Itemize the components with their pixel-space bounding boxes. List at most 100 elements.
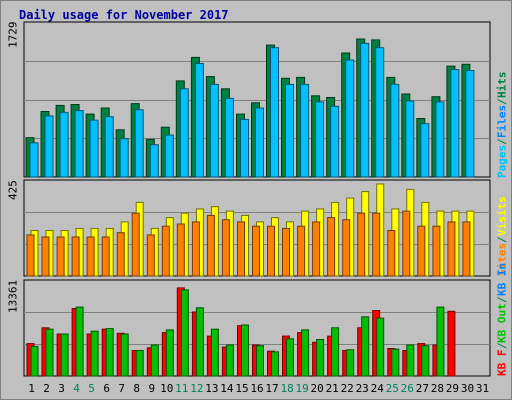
bar-sites-day-12 xyxy=(191,221,200,277)
panel-1-legend: Pages / Files / Hits xyxy=(492,22,512,178)
x-tick-label: 17 xyxy=(265,382,278,395)
bar-pages-day-23 xyxy=(360,42,370,178)
bar-kb-out-day-7 xyxy=(120,333,129,377)
bar-sites-day-13 xyxy=(206,214,215,277)
bar-kb-out-day-4 xyxy=(75,306,84,377)
bar-kb-out-day-15 xyxy=(241,324,249,377)
bar-sites-day-27 xyxy=(417,225,426,277)
bar-kb-out-day-9 xyxy=(150,344,159,377)
bar-pages-day-17 xyxy=(270,47,279,178)
bar-pages-day-15 xyxy=(240,118,249,178)
bar-sites-day-25 xyxy=(387,230,396,277)
x-tick-label: 20 xyxy=(310,382,323,395)
bar-pages-day-9 xyxy=(149,144,159,178)
bar-kb-out-day-10 xyxy=(165,329,174,377)
bar-kb-out-day-24 xyxy=(376,317,385,377)
bar-sites-day-24 xyxy=(372,212,381,277)
legend-text: / xyxy=(495,342,509,350)
panel-2-legend: Sites / Visits xyxy=(492,180,512,277)
bar-sites-day-17 xyxy=(267,225,275,277)
bar-pages-day-4 xyxy=(74,110,84,178)
x-tick-label: 8 xyxy=(133,382,140,395)
bar-kb-out-day-8 xyxy=(135,350,144,377)
bar-pages-day-14 xyxy=(224,97,234,178)
bar-pages-day-22 xyxy=(345,59,355,178)
panel-2-ymax-label: 425 xyxy=(6,180,20,200)
bar-kb-out-day-2 xyxy=(45,328,54,377)
bar-kb-out-day-23 xyxy=(361,316,370,377)
x-tick-label: 29 xyxy=(446,382,459,395)
x-tick-label: 28 xyxy=(431,382,444,395)
bar-sites-day-23 xyxy=(357,212,366,277)
x-tick-label: 2 xyxy=(43,382,50,395)
bar-kb-out-day-19 xyxy=(301,329,310,377)
bar-kb-out-day-17 xyxy=(271,351,279,377)
bar-kb-out-day-20 xyxy=(316,339,325,377)
bar-pages-day-18 xyxy=(285,83,294,178)
x-tick-label: 14 xyxy=(220,382,234,395)
x-tick-label: 6 xyxy=(103,382,110,395)
bar-pages-day-30 xyxy=(465,70,475,178)
panel-1-ymax-label: 1729 xyxy=(6,22,20,49)
legend-text: KB F xyxy=(495,349,509,377)
bar-kb-out-day-22 xyxy=(346,349,355,377)
bar-kb-out-day-21 xyxy=(331,327,340,377)
legend-text: Pages xyxy=(495,144,509,178)
x-tick-label: 11 xyxy=(175,382,188,395)
bar-sites-day-19 xyxy=(297,225,306,277)
legend-text: KB In xyxy=(495,263,509,297)
bar-sites-day-20 xyxy=(312,221,321,277)
bar-sites-day-21 xyxy=(327,217,336,277)
x-tick-label: 3 xyxy=(58,382,65,395)
legend-text: Hits xyxy=(495,72,509,99)
x-tick-label: 30 xyxy=(461,382,474,395)
bar-sites-day-9 xyxy=(146,234,155,277)
bar-pages-day-27 xyxy=(420,123,430,178)
bar-sites-day-15 xyxy=(237,221,245,277)
bar-pages-day-21 xyxy=(330,105,340,178)
bar-sites-day-11 xyxy=(176,223,185,277)
legend-text: KB Out xyxy=(495,303,509,343)
x-tick-label: 24 xyxy=(371,382,385,395)
x-tick-label: 19 xyxy=(295,382,308,395)
bar-pages-day-11 xyxy=(179,88,189,178)
bar-sites-day-18 xyxy=(282,227,290,277)
bar-pages-day-2 xyxy=(44,115,54,178)
bar-pages-day-10 xyxy=(164,134,174,178)
bar-kb-out-day-12 xyxy=(195,307,204,377)
bar-pages-day-29 xyxy=(450,69,460,178)
bar-sites-day-16 xyxy=(252,225,260,277)
bar-pages-day-8 xyxy=(134,109,144,178)
bar-kb-out-day-26 xyxy=(406,344,415,377)
bar-kb-out-day-27 xyxy=(421,345,430,377)
legend-text: / xyxy=(495,296,509,304)
x-tick-label: 31 xyxy=(476,382,489,395)
panel-3-ymax-label: 13361 xyxy=(6,280,20,314)
x-tick-label: 18 xyxy=(280,382,293,395)
bar-sites-day-5 xyxy=(86,236,95,277)
x-tick-label: 23 xyxy=(356,382,369,395)
x-tick-label: 27 xyxy=(416,382,429,395)
x-tick-label: 25 xyxy=(386,382,399,395)
x-tick-label: 26 xyxy=(401,382,414,395)
bar-sites-day-8 xyxy=(131,212,140,277)
x-tick-label: 7 xyxy=(118,382,125,395)
x-tick-label: 4 xyxy=(73,382,80,395)
bar-sites-day-29 xyxy=(447,221,456,277)
bar-sites-day-14 xyxy=(221,219,230,277)
bar-sites-day-30 xyxy=(462,221,471,277)
legend-text: / xyxy=(495,98,509,106)
bar-pages-day-25 xyxy=(390,83,400,178)
bar-pages-day-7 xyxy=(119,138,129,178)
bar-pages-day-26 xyxy=(405,100,415,178)
bar-kb-out-day-6 xyxy=(105,328,114,377)
x-tick-label: 15 xyxy=(235,382,248,395)
bar-sites-day-3 xyxy=(56,236,65,277)
bar-kb-out-day-14 xyxy=(225,344,234,377)
bar-sites-day-6 xyxy=(101,236,110,277)
bar-pages-day-13 xyxy=(209,83,219,178)
bar-pages-day-1 xyxy=(29,142,39,178)
x-tick-label: 10 xyxy=(160,382,173,395)
bar-kb-out-day-3 xyxy=(60,333,69,377)
x-tick-label: 5 xyxy=(88,382,95,395)
